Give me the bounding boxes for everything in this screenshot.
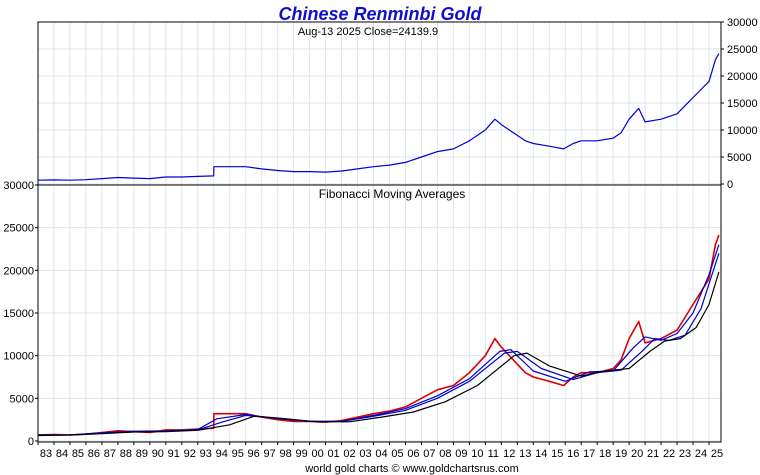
x-tick-label: 94 (216, 448, 228, 460)
chart-footer: world gold charts © www.goldchartsrus.co… (304, 463, 519, 475)
x-tick-label: 15 (551, 448, 563, 460)
x-tick-label: 13 (519, 448, 531, 460)
x-tick-label: 16 (567, 448, 579, 460)
x-tick-label: 01 (327, 448, 339, 460)
y-tick-label: 0 (727, 179, 733, 191)
x-tick-label: 07 (423, 448, 435, 460)
series-line (37, 253, 720, 436)
x-tick-label: 06 (407, 448, 419, 460)
x-tick-label: 03 (359, 448, 371, 460)
x-tick-label: 98 (280, 448, 292, 460)
x-tick-label: 86 (88, 448, 100, 460)
x-tick-label: 25 (711, 448, 723, 460)
x-tick-label: 11 (488, 448, 499, 460)
x-tick-label: 99 (295, 448, 307, 460)
y-tick-label: 30000 (3, 180, 34, 192)
x-tick-label: 08 (439, 448, 451, 460)
x-tick-label: 85 (72, 448, 84, 460)
y-tick-label: 30000 (727, 17, 758, 29)
x-tick-label: 24 (695, 448, 707, 460)
chart-title: Chinese Renminbi Gold (278, 4, 482, 24)
chart-subtitle: Aug-13 2025 Close=24139.9 (298, 26, 438, 38)
x-tick-label: 20 (631, 448, 643, 460)
x-tick-label: 17 (583, 448, 595, 460)
series-line (37, 234, 720, 436)
y-tick-label: 25000 (727, 44, 758, 56)
y-tick-label: 5000 (10, 393, 34, 405)
x-tick-label: 93 (200, 448, 212, 460)
x-tick-label: 22 (663, 448, 675, 460)
price-panel: 0 5000 10000 15000 20000 25000 30000 (37, 17, 758, 191)
series-line (37, 53, 720, 181)
x-tick-label: 09 (455, 448, 467, 460)
x-tick-label: 10 (471, 448, 483, 460)
x-tick-label: 21 (647, 448, 659, 460)
x-tick-label: 89 (136, 448, 148, 460)
y-tick-label: 5000 (727, 152, 751, 164)
x-tick-label: 05 (391, 448, 403, 460)
x-tick-label: 97 (264, 448, 276, 460)
lower-panel-title: Fibonacci Moving Averages (319, 187, 466, 201)
y-tick-label: 0 (28, 436, 34, 448)
y-tick-label: 10000 (3, 351, 34, 363)
x-tick-label: 91 (168, 448, 180, 460)
y-tick-label: 15000 (3, 308, 34, 320)
x-tick-label: 95 (232, 448, 244, 460)
y-tick-label: 15000 (727, 98, 758, 110)
x-tick-label: 88 (120, 448, 132, 460)
x-tick-label: 96 (248, 448, 260, 460)
x-tick-label: 04 (375, 448, 387, 460)
x-tick-label: 12 (503, 448, 515, 460)
series-line (37, 271, 720, 437)
y-tick-label: 20000 (727, 71, 758, 83)
x-tick-label: 02 (343, 448, 355, 460)
x-tick-label: 87 (104, 448, 116, 460)
x-tick-label: 83 (40, 448, 52, 460)
y-tick-label: 25000 (3, 223, 34, 235)
x-tick-label: 14 (535, 448, 547, 460)
x-tick-label: 23 (679, 448, 691, 460)
x-tick-label: 00 (311, 448, 323, 460)
x-tick-label: 84 (56, 448, 68, 460)
x-tick-label: 90 (152, 448, 164, 460)
x-tick-label: 92 (184, 448, 196, 460)
x-tick-label: 18 (599, 448, 611, 460)
y-tick-label: 20000 (3, 265, 34, 277)
x-tick-label: 19 (615, 448, 627, 460)
y-tick-label: 10000 (727, 125, 758, 137)
series-line (37, 244, 720, 436)
